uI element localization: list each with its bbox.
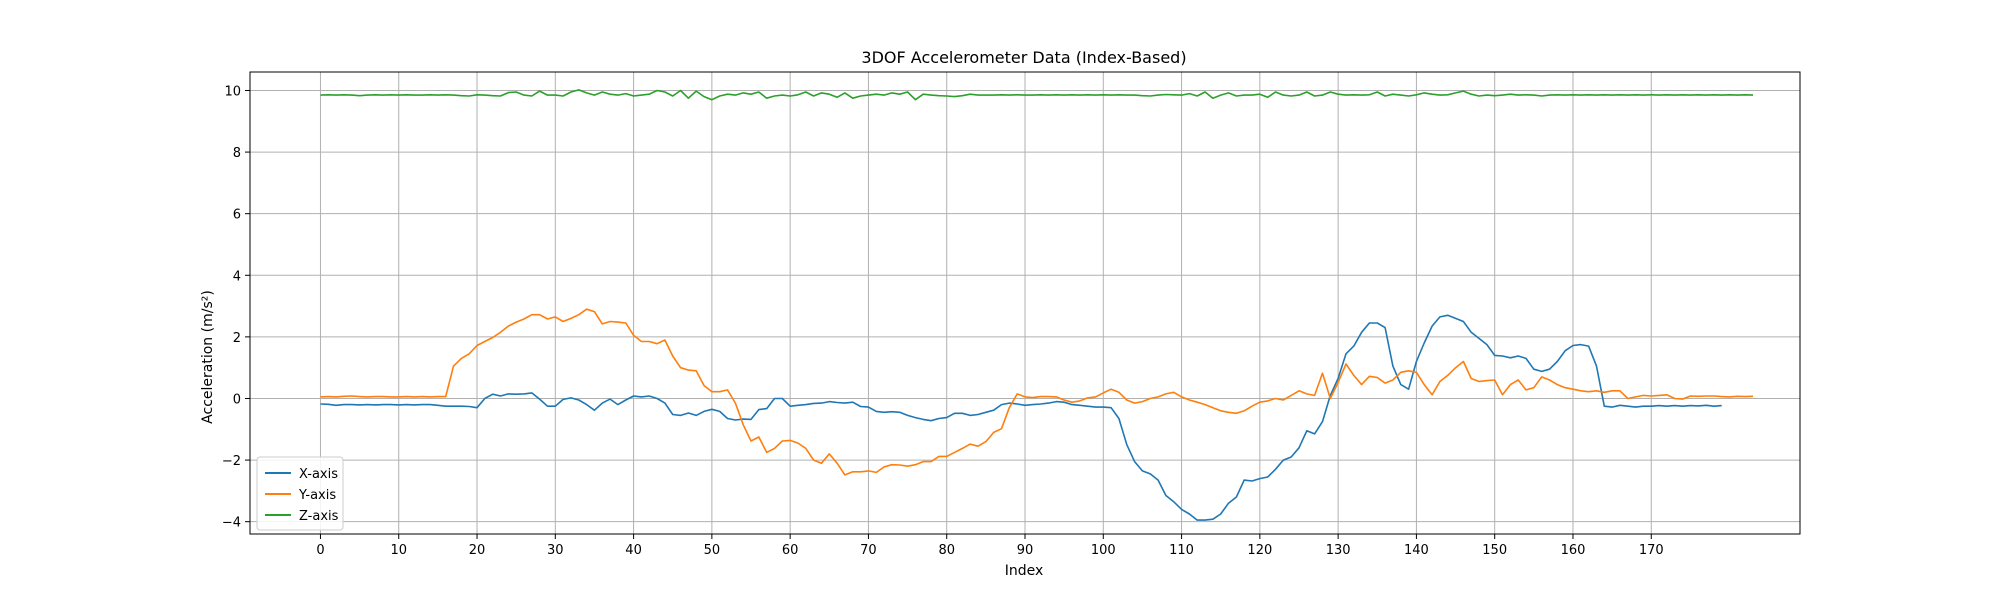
- series-line-y-axis: [320, 308, 1754, 476]
- legend: X-axis Y-axis Z-axis: [256, 456, 344, 531]
- y-tick-label: 6: [233, 208, 241, 223]
- x-tick-label: 40: [625, 543, 642, 558]
- x-tick-label: 120: [1247, 543, 1272, 558]
- x-tick-label: 130: [1326, 543, 1351, 558]
- legend-box: [256, 456, 344, 531]
- y-tick-label: 0: [233, 392, 241, 407]
- x-tick-label: 0: [316, 543, 324, 558]
- y-tick-label: 8: [233, 146, 241, 161]
- series-line-z-axis: [320, 89, 1754, 101]
- y-tick-label: 10: [224, 84, 241, 99]
- y-tick-label: 4: [233, 269, 241, 284]
- x-axis-label: Index: [1005, 563, 1044, 579]
- x-tick-label: 50: [704, 543, 721, 558]
- x-tick-label: 170: [1639, 543, 1664, 558]
- y-tick-label: 2: [233, 331, 241, 346]
- x-tick-label: 90: [1017, 543, 1034, 558]
- y-axis-ticks: −4 −2 0 2 4 6 8 10: [222, 84, 250, 531]
- x-tick-label: 70: [860, 543, 877, 558]
- legend-label-z-axis: Z-axis: [299, 509, 339, 524]
- series-lines: [320, 89, 1754, 521]
- x-tick-label: 110: [1169, 543, 1194, 558]
- x-tick-label: 140: [1404, 543, 1429, 558]
- y-tick-label: −4: [222, 516, 241, 531]
- legend-label-y-axis: Y-axis: [298, 488, 336, 503]
- grid-lines: [250, 72, 1800, 534]
- legend-label-x-axis: X-axis: [299, 467, 338, 482]
- y-axis-label: Acceleration (m/s²): [200, 290, 216, 424]
- x-tick-label: 160: [1561, 543, 1586, 558]
- x-tick-label: 60: [782, 543, 799, 558]
- x-tick-label: 10: [390, 543, 407, 558]
- x-tick-label: 100: [1091, 543, 1116, 558]
- x-tick-label: 30: [547, 543, 564, 558]
- x-tick-label: 20: [469, 543, 486, 558]
- x-tick-label: 150: [1482, 543, 1507, 558]
- series-line-x-axis: [320, 314, 1722, 521]
- y-tick-label: −2: [222, 454, 241, 469]
- chart-title: 3DOF Accelerometer Data (Index-Based): [861, 48, 1186, 67]
- x-tick-label: 80: [938, 543, 955, 558]
- x-axis-ticks: 0 10 20 30 40 50 60 70 80 90 100 110 120 130 140 150 160…: [316, 534, 1664, 558]
